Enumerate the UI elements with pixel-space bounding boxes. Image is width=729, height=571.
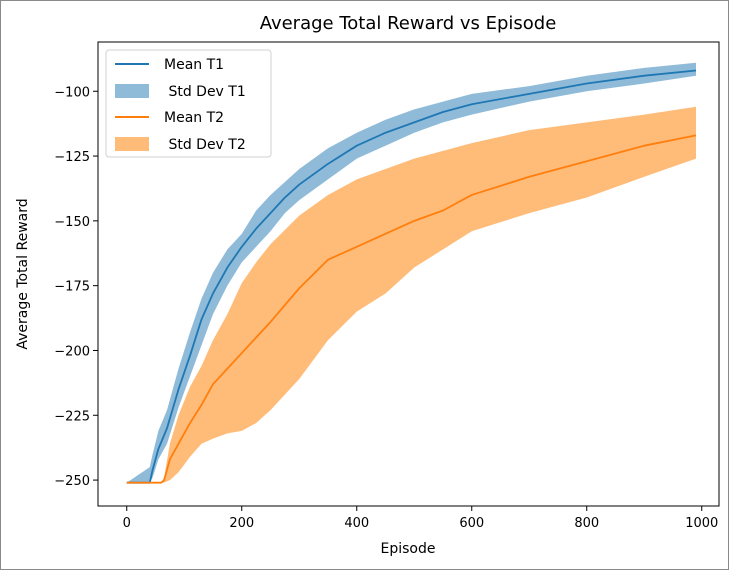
legend-label-mean-t2: Mean T2 xyxy=(164,110,224,126)
legend-swatch-std-t1 xyxy=(115,84,149,98)
std-band-t2 xyxy=(126,106,696,483)
x-tick-label: 800 xyxy=(574,516,599,531)
legend-item-std-t2: Std Dev T2 xyxy=(115,137,246,153)
legend-label-mean-t1: Mean T1 xyxy=(164,57,224,73)
chart-title: Average Total Reward vs Episode xyxy=(260,13,557,34)
x-tick-label: 200 xyxy=(229,516,254,531)
y-tick-label: −100 xyxy=(54,85,90,100)
x-axis-ticks: 0 200 400 600 800 1000 xyxy=(123,506,718,531)
y-tick-label: −175 xyxy=(54,280,90,295)
series-line-mean-t1 xyxy=(126,69,697,484)
std-dev-bands xyxy=(126,62,696,483)
y-tick-label: −200 xyxy=(54,344,90,359)
mean-lines xyxy=(126,69,697,484)
x-tick-label: 400 xyxy=(344,516,369,531)
legend-label-std-t2: Std Dev T2 xyxy=(164,137,246,153)
legend-swatch-std-t2 xyxy=(115,137,149,151)
legend-item-mean-t2: Mean T2 xyxy=(115,110,224,126)
y-tick-label: −225 xyxy=(54,409,90,424)
legend-item-mean-t1: Mean T1 xyxy=(115,57,224,73)
x-tick-label: 600 xyxy=(459,516,484,531)
y-axis-ticks: −100 −125 −150 −175 −200 −225 −250 xyxy=(54,85,98,489)
x-tick-label: 1000 xyxy=(685,516,718,531)
legend-box xyxy=(105,49,272,158)
y-tick-label: −125 xyxy=(54,150,90,165)
legend-item-std-t1: Std Dev T1 xyxy=(115,84,246,100)
x-axis-title: Episode xyxy=(381,541,436,557)
y-tick-label: −150 xyxy=(54,215,90,230)
legend: Mean T1 Std Dev T1 Mean T2 Std Dev T2 xyxy=(105,49,272,158)
legend-label-std-t1: Std Dev T1 xyxy=(164,84,246,100)
y-tick-label: −250 xyxy=(54,474,90,489)
x-tick-label: 0 xyxy=(123,516,131,531)
plot-area-border xyxy=(97,41,720,507)
y-axis-title: Average Total Reward xyxy=(15,198,31,349)
series-line-mean-t2 xyxy=(126,134,697,484)
